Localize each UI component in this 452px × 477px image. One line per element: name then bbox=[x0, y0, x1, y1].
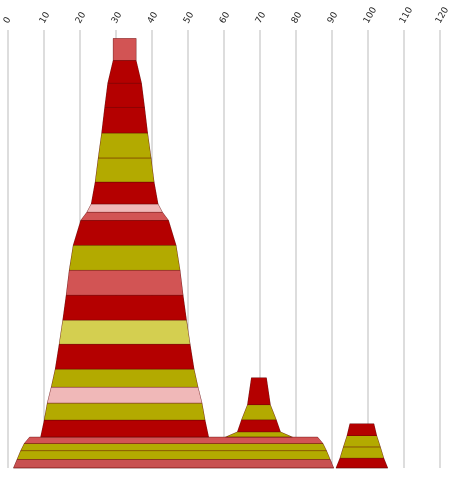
layer bbox=[54, 343, 195, 370]
layer bbox=[90, 181, 159, 205]
layer bbox=[237, 419, 281, 433]
layer bbox=[346, 423, 378, 436]
layer bbox=[16, 450, 331, 460]
x-tick-label: 90 bbox=[326, 10, 341, 25]
layer bbox=[94, 157, 155, 183]
x-tick-label: 100 bbox=[362, 5, 379, 25]
layer bbox=[58, 319, 191, 345]
x-tick-label: 110 bbox=[398, 5, 415, 25]
x-tick-label: 20 bbox=[74, 10, 89, 25]
layer bbox=[112, 38, 137, 61]
layer bbox=[20, 443, 327, 451]
x-tick-label: 60 bbox=[218, 10, 233, 25]
x-tick-label: 120 bbox=[434, 5, 451, 25]
layer bbox=[68, 245, 181, 271]
layer bbox=[104, 82, 145, 108]
layer bbox=[80, 211, 169, 221]
x-tick-label: 40 bbox=[146, 10, 161, 25]
layer bbox=[62, 294, 187, 321]
x-tick-label: 30 bbox=[110, 10, 125, 25]
layer bbox=[225, 431, 293, 438]
layer bbox=[65, 270, 184, 296]
layer bbox=[97, 132, 152, 159]
layer bbox=[13, 459, 335, 469]
layer bbox=[23, 436, 324, 444]
layer bbox=[50, 368, 199, 388]
layer bbox=[43, 402, 206, 421]
layer bbox=[247, 377, 271, 405]
x-tick-label: 0 bbox=[2, 15, 14, 25]
layer bbox=[72, 220, 177, 246]
layer bbox=[335, 457, 389, 469]
layer bbox=[46, 386, 203, 404]
layer bbox=[339, 446, 385, 459]
layer bbox=[343, 435, 381, 448]
x-tick-label: 10 bbox=[38, 10, 53, 25]
x-tick-label: 50 bbox=[182, 10, 197, 25]
x-tick-label: 70 bbox=[254, 10, 269, 25]
x-tick-label: 80 bbox=[290, 10, 305, 25]
layer bbox=[86, 203, 163, 213]
layer bbox=[241, 404, 277, 421]
layer bbox=[101, 107, 148, 134]
layer bbox=[107, 60, 142, 84]
layer bbox=[40, 419, 209, 438]
